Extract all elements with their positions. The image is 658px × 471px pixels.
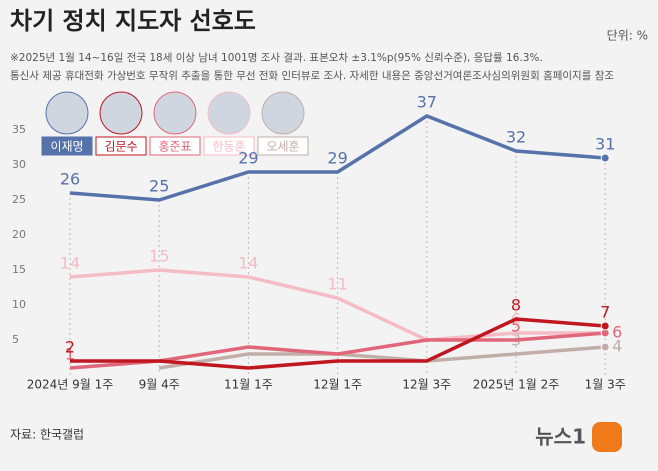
legend-photo	[45, 91, 89, 135]
note: 통신사 제공 휴대전화 가상번호 무작위 추출을 통한 무선 전화 인터뷰로 조…	[10, 69, 614, 82]
value-label: 8	[511, 296, 521, 315]
value-label: 7	[600, 303, 610, 322]
legend-photo	[207, 91, 251, 135]
logo-text: 뉴스1	[535, 425, 586, 449]
legend-label: 홍준표	[158, 140, 191, 154]
x-tick-label: 1월 3주	[585, 378, 626, 392]
x-tick-label: 11월 1주	[224, 378, 273, 392]
legend-photo	[153, 91, 197, 135]
series-line	[69, 268, 606, 342]
value-label: 14	[238, 254, 258, 273]
chart-title: 차기 정치 지도자 선호도	[10, 7, 256, 35]
x-tick-label: 12월 1주	[313, 378, 362, 392]
y-tick-label: 30	[12, 158, 26, 171]
logo: 뉴스1	[535, 422, 622, 452]
value-label: 2	[65, 338, 75, 357]
y-tick-label: 15	[12, 263, 26, 276]
y-tick-label: 35	[12, 123, 26, 136]
value-label: 26	[60, 170, 80, 189]
y-tick-label: 25	[12, 193, 26, 206]
end-dot	[600, 153, 610, 163]
y-tick-label: 10	[12, 298, 26, 311]
value-label: 25	[149, 177, 169, 196]
legend-swatch	[257, 136, 309, 156]
legend-swatch	[41, 136, 93, 156]
legend-photo	[99, 91, 143, 135]
x-tick-label: 12월 3주	[402, 378, 451, 392]
value-label: 37	[417, 93, 437, 112]
value-label: 29	[238, 149, 258, 168]
value-label: 14	[60, 254, 80, 273]
legend-label: 이재명	[50, 140, 83, 154]
series-line	[70, 317, 606, 370]
unit: 단위: %	[607, 29, 648, 43]
legend-swatch	[203, 136, 255, 156]
value-label: 15	[149, 247, 169, 266]
legend-swatch	[149, 136, 201, 156]
x-tick-label: 2024년 9월 1주	[27, 378, 114, 392]
series-line	[69, 114, 606, 202]
legend-label: 한동훈	[212, 140, 245, 154]
y-tick-label: 5	[12, 333, 19, 346]
end-dot	[600, 321, 610, 331]
note: ※2025년 1월 14~16일 전국 18세 이상 남녀 1001명 조사 결…	[10, 51, 543, 64]
source: 자료: 한국갤럽	[10, 428, 84, 442]
end-dot	[600, 342, 610, 352]
value-label: 32	[506, 128, 526, 147]
legend-label: 김문수	[104, 140, 137, 154]
series-line	[158, 345, 606, 370]
value-label: 29	[327, 149, 347, 168]
value-label: 31	[595, 135, 615, 154]
x-tick-label: 2025년 1월 2주	[473, 378, 560, 392]
value-label: 6	[612, 323, 622, 342]
y-tick-label: 20	[12, 228, 26, 241]
x-tick-label: 9월 4주	[139, 378, 180, 392]
legend-photo	[261, 91, 305, 135]
legend-swatch	[95, 136, 147, 156]
value-label: 1	[65, 345, 75, 364]
value-label: 4	[612, 337, 622, 356]
legend-label: 오세훈	[266, 140, 299, 154]
logo-icon	[592, 422, 622, 452]
value-label: 11	[327, 275, 347, 294]
value-label: 5	[511, 317, 521, 336]
